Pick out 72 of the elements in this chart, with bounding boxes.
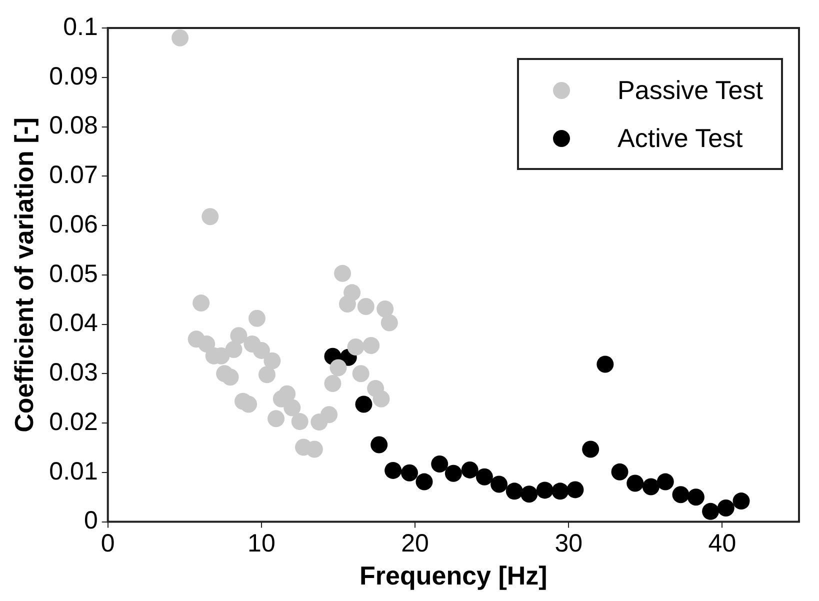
y-tick-label: 0.07 [49, 161, 98, 190]
point [240, 396, 258, 413]
y-tick-label: 0.01 [49, 457, 98, 486]
point [401, 464, 418, 482]
point [536, 482, 554, 499]
point [198, 336, 216, 353]
point [338, 296, 356, 313]
point [702, 502, 720, 520]
point [334, 264, 352, 282]
y-tick-label: 0 [84, 506, 98, 535]
point [268, 410, 285, 428]
point [596, 356, 614, 373]
y-tick-label: 0.1 [63, 12, 98, 41]
point [192, 294, 210, 312]
point [461, 461, 478, 478]
point [222, 368, 239, 386]
y-tick-label: 0.05 [49, 260, 98, 288]
point [416, 473, 433, 490]
point [672, 486, 690, 504]
point [258, 366, 276, 384]
point [230, 327, 248, 344]
point [370, 436, 388, 454]
point [347, 338, 364, 356]
y-tick-label: 0.08 [49, 112, 98, 140]
point [656, 473, 674, 490]
point [362, 337, 380, 354]
point [225, 340, 242, 358]
x-axis-title: Frequency [Hz] [360, 560, 548, 591]
x-tick-label: 10 [248, 530, 276, 558]
point [352, 365, 370, 382]
point [291, 413, 308, 430]
point [324, 375, 342, 392]
y-tick-label: 0.04 [49, 309, 98, 338]
point [582, 440, 600, 458]
y-tick-label: 0.02 [49, 408, 98, 436]
point [566, 481, 584, 498]
point [264, 352, 281, 370]
point [476, 468, 493, 486]
point [552, 482, 569, 500]
point [357, 298, 374, 316]
point [611, 463, 628, 480]
legend-label: Passive Test [618, 74, 763, 106]
point [380, 314, 398, 332]
point [372, 390, 390, 408]
point [732, 492, 750, 510]
legend-label: Active Test [618, 122, 743, 154]
x-tick-label: 40 [708, 530, 736, 558]
point [520, 486, 538, 503]
y-tick-label: 0.06 [49, 210, 98, 238]
x-tick-label: 30 [554, 530, 583, 558]
point [444, 464, 462, 482]
point [642, 478, 660, 496]
point [252, 342, 270, 359]
point [248, 310, 266, 327]
point [172, 29, 189, 46]
point [717, 499, 734, 516]
point [320, 406, 338, 424]
point [330, 359, 347, 376]
point [376, 300, 394, 318]
point [284, 399, 301, 416]
point [506, 482, 523, 500]
y-tick-label: 0.09 [49, 62, 98, 90]
point [431, 456, 448, 473]
x-tick-label: 20 [401, 530, 429, 558]
point [384, 462, 402, 479]
point [626, 474, 644, 492]
y-axis-title: Coefficient of variation [-] [8, 117, 39, 432]
point [355, 396, 372, 413]
point [687, 488, 704, 506]
y-tick-label: 0.03 [49, 358, 98, 387]
point [490, 476, 508, 493]
point [202, 208, 219, 226]
